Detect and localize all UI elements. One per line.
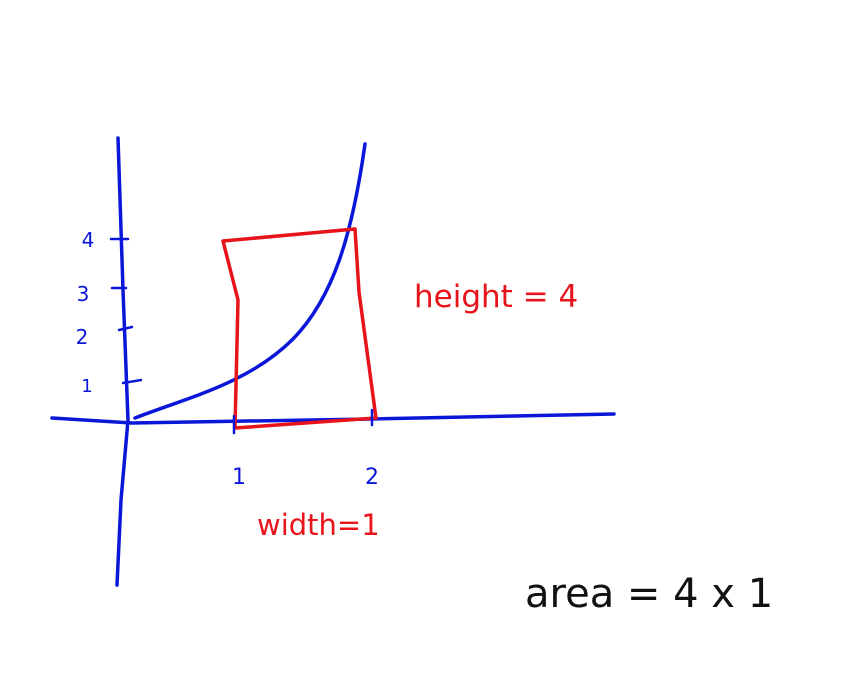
height-label: height = 4 [414,279,578,315]
y-tick-label-4: 4 [82,228,95,252]
curve [133,142,367,420]
x-axis [50,412,616,425]
y-tick-label-3: 3 [77,282,90,306]
y-tick-1 [121,378,143,385]
area-rectangle [221,227,378,430]
y-tick-2 [117,325,134,332]
x-tick-label-1: 1 [232,465,246,490]
x-tick-label-2: 2 [365,465,379,490]
y-tick-label-2: 2 [76,325,89,349]
width-label: width=1 [257,508,380,542]
area-label: area = 4 x 1 [525,571,773,617]
y-tick-label-1: 1 [81,376,92,397]
